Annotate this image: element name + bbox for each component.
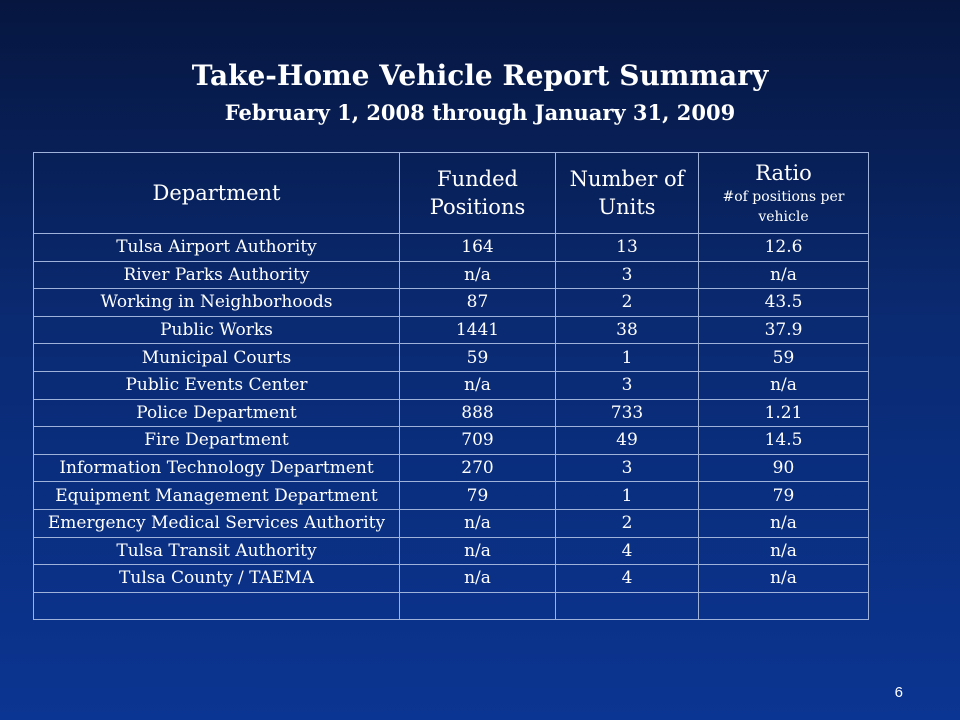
cell-department: Police Department: [33, 398, 400, 428]
cell-funded: 59: [399, 343, 556, 372]
cell-department: Tulsa County / TAEMA: [33, 564, 400, 593]
cell-funded: 270: [399, 453, 556, 483]
cell-funded: n/a: [399, 536, 556, 566]
table-row: Public Events Center n/a 3 n/a: [33, 370, 869, 400]
header-funded-positions: Funded Positions: [399, 152, 556, 234]
cell-ratio: n/a: [698, 564, 869, 593]
cell-department: Emergency Medical Services Authority: [33, 508, 400, 538]
table-row: Tulsa County / TAEMA n/a 4 n/a: [33, 564, 869, 593]
header-units-line2: Units: [598, 195, 656, 219]
header-funded-line2: Positions: [429, 195, 526, 219]
cell-funded: 888: [399, 398, 556, 428]
cell-units: 4: [555, 564, 699, 593]
cell-funded: n/a: [399, 508, 556, 538]
cell-units: 13: [555, 233, 699, 262]
header-department: Department: [33, 152, 400, 234]
cell-department: Tulsa Transit Authority: [33, 536, 400, 566]
cell-ratio: n/a: [698, 536, 869, 566]
cell-ratio: 79: [698, 481, 869, 510]
header-funded-line1: Funded: [437, 167, 518, 191]
cell-funded: n/a: [399, 370, 556, 400]
cell-department: Information Technology Department: [33, 453, 400, 483]
cell-ratio: 43.5: [698, 288, 869, 317]
header-ratio: Ratio #of positions per vehicle: [698, 152, 869, 234]
cell-units: 1: [555, 481, 699, 510]
cell-units: 3: [555, 260, 699, 290]
cell-empty: [698, 591, 869, 621]
cell-funded: 709: [399, 426, 556, 455]
cell-units: 3: [555, 370, 699, 400]
cell-funded: 164: [399, 233, 556, 262]
header-number-of-units: Number of Units: [555, 152, 699, 234]
cell-units: 38: [555, 315, 699, 345]
table-row: River Parks Authority n/a 3 n/a: [33, 260, 869, 290]
header-ratio-sub: #of positions per vehicle: [722, 189, 845, 225]
table-row: Police Department 888 733 1.21: [33, 398, 869, 428]
cell-units: 2: [555, 508, 699, 538]
cell-department: River Parks Authority: [33, 260, 400, 290]
cell-funded: 87: [399, 288, 556, 317]
header-units-line1: Number of: [569, 167, 685, 191]
cell-empty: [33, 591, 400, 621]
table-row: Information Technology Department 270 3 90: [33, 453, 869, 483]
cell-ratio: 14.5: [698, 426, 869, 455]
cell-department: Fire Department: [33, 426, 400, 455]
title-block: Take-Home Vehicle Report Summary Februar…: [0, 58, 960, 128]
table-row: Public Works 1441 38 37.9: [33, 315, 869, 345]
header-department-label: Department: [152, 181, 281, 205]
cell-department: Equipment Management Department: [33, 481, 400, 510]
table-row: Municipal Courts 59 1 59: [33, 343, 869, 372]
table-row: Emergency Medical Services Authority n/a 2…: [33, 508, 869, 538]
table-row-empty: [33, 591, 869, 621]
cell-funded: n/a: [399, 564, 556, 593]
cell-funded: 1441: [399, 315, 556, 345]
table-row: Working in Neighborhoods 87 2 43.5: [33, 288, 869, 317]
slide-title: Take-Home Vehicle Report Summary: [191, 59, 769, 92]
cell-ratio: 90: [698, 453, 869, 483]
table-body: Tulsa Airport Authority 164 13 12.6 River Pa…: [33, 233, 869, 621]
cell-units: 733: [555, 398, 699, 428]
cell-department: Public Events Center: [33, 370, 400, 400]
cell-empty: [555, 591, 699, 621]
cell-ratio: n/a: [698, 260, 869, 290]
cell-ratio: 37.9: [698, 315, 869, 345]
cell-funded: 79: [399, 481, 556, 510]
table-header-row: Department Funded Positions Number of Un…: [33, 152, 869, 234]
cell-units: 3: [555, 453, 699, 483]
slide-subtitle: February 1, 2008 through January 31, 200…: [224, 100, 736, 125]
cell-department: Public Works: [33, 315, 400, 345]
header-ratio-label: Ratio: [755, 161, 812, 185]
cell-department: Tulsa Airport Authority: [33, 233, 400, 262]
cell-empty: [399, 591, 556, 621]
table-row: Tulsa Transit Authority n/a 4 n/a: [33, 536, 869, 566]
table-row: Tulsa Airport Authority 164 13 12.6: [33, 233, 869, 262]
cell-units: 4: [555, 536, 699, 566]
cell-ratio: 59: [698, 343, 869, 372]
cell-ratio: n/a: [698, 508, 869, 538]
cell-department: Municipal Courts: [33, 343, 400, 372]
cell-funded: n/a: [399, 260, 556, 290]
table-row: Equipment Management Department 79 1 79: [33, 481, 869, 510]
cell-units: 1: [555, 343, 699, 372]
table-row: Fire Department 709 49 14.5: [33, 426, 869, 455]
page-number: 6: [894, 684, 903, 701]
vehicle-summary-table: Department Funded Positions Number of Un…: [33, 152, 869, 621]
cell-units: 2: [555, 288, 699, 317]
cell-ratio: 1.21: [698, 398, 869, 428]
cell-ratio: 12.6: [698, 233, 869, 262]
cell-units: 49: [555, 426, 699, 455]
cell-ratio: n/a: [698, 370, 869, 400]
cell-department: Working in Neighborhoods: [33, 288, 400, 317]
